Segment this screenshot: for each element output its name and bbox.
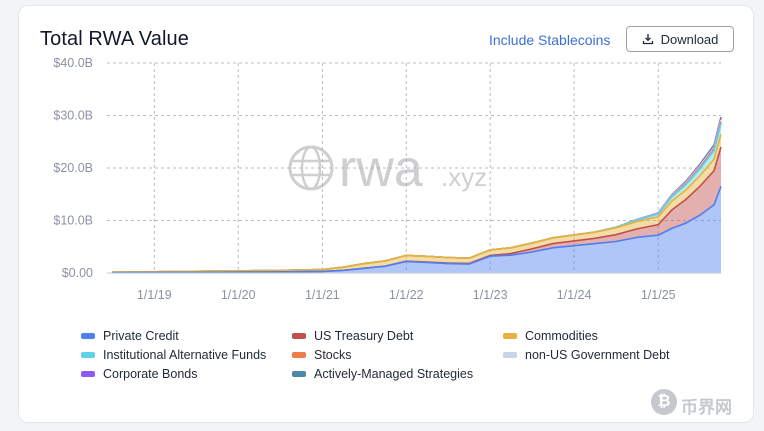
- corner-watermark-badge: ₿: [651, 389, 677, 415]
- legend-swatch: [292, 351, 306, 358]
- x-tick-label: 1/1/25: [641, 288, 676, 302]
- area-commodities: [112, 134, 721, 273]
- legend-label: Stocks: [314, 347, 352, 362]
- x-tick-label: 1/1/20: [221, 288, 256, 302]
- chart-legend: Private Credit US Treasury Debt Commoditie…: [81, 328, 721, 381]
- y-tick-label: $40.0B: [53, 56, 93, 70]
- line-private-credit: [111, 186, 722, 274]
- area-chart: $0.00 $10.0B $20.0B $30.0B $40.0B 1/1/19 1/1/2…: [53, 56, 722, 302]
- legend-item[interactable]: Corporate Bonds: [81, 366, 292, 381]
- legend-swatch: [81, 351, 95, 358]
- legend-label: Institutional Alternative Funds: [103, 347, 267, 362]
- legend-swatch: [81, 370, 95, 377]
- download-label: Download: [660, 31, 719, 47]
- legend-swatch: [503, 351, 517, 358]
- legend-label: Commodities: [525, 328, 598, 343]
- legend-item[interactable]: Stocks: [292, 347, 503, 362]
- corner-watermark-text: 币界网: [681, 398, 732, 417]
- x-tick-label: 1/1/21: [305, 288, 340, 302]
- x-tick-label: 1/1/22: [389, 288, 424, 302]
- legend-swatch: [81, 332, 95, 339]
- x-tick-label: 1/1/19: [137, 288, 172, 302]
- y-tick-label: $0.00: [62, 266, 93, 280]
- legend-label: Actively-Managed Strategies: [314, 366, 474, 381]
- x-tick-label: 1/1/24: [557, 288, 592, 302]
- legend-label: US Treasury Debt: [314, 328, 414, 343]
- rwa-watermark-logo: rwa .xyz: [288, 140, 487, 198]
- globe-meridian: [300, 145, 322, 191]
- legend-item[interactable]: Actively-Managed Strategies: [292, 366, 503, 381]
- watermark-tld: .xyz: [441, 162, 487, 192]
- legend-swatch: [292, 332, 306, 339]
- legend-swatch: [292, 370, 306, 377]
- legend-item[interactable]: Private Credit: [81, 328, 292, 343]
- legend-label: non-US Government Debt: [525, 347, 670, 362]
- y-tick-label: $20.0B: [53, 161, 93, 175]
- legend-label: Corporate Bonds: [103, 366, 198, 381]
- include-stablecoins-toggle[interactable]: Include Stablecoins: [489, 32, 611, 48]
- legend-item[interactable]: Institutional Alternative Funds: [81, 347, 292, 362]
- y-tick-label: $30.0B: [53, 109, 93, 123]
- download-button[interactable]: Download: [626, 26, 734, 52]
- chart-card: Total RWA Value Include Stablecoins Down…: [18, 5, 754, 423]
- line-commodities: [111, 134, 722, 274]
- area-private-credit: [112, 186, 721, 273]
- y-tick-label: $10.0B: [53, 214, 93, 228]
- legend-item[interactable]: US Treasury Debt: [292, 328, 503, 343]
- legend-item[interactable]: Commodities: [503, 328, 703, 343]
- chart-title: Total RWA Value: [40, 28, 189, 50]
- x-tick-label: 1/1/23: [473, 288, 508, 302]
- legend-item[interactable]: non-US Government Debt: [503, 347, 703, 362]
- watermark-brand: rwa: [339, 140, 423, 198]
- download-icon: [642, 34, 653, 45]
- legend-label: Private Credit: [103, 328, 179, 343]
- legend-swatch: [503, 332, 517, 339]
